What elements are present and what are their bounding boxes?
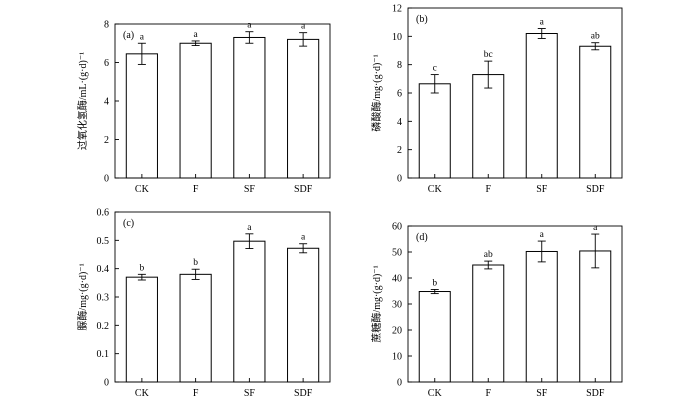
bar xyxy=(233,36,266,179)
y-tick-label: 0.5 xyxy=(97,236,110,247)
significance-letter: a xyxy=(140,32,145,42)
significance-letter: a xyxy=(247,21,252,31)
y-tick-label: 60 xyxy=(392,222,402,233)
y-tick-label: 30 xyxy=(392,300,402,311)
x-tick-label: SF xyxy=(244,388,256,399)
bar xyxy=(179,273,212,383)
chart-panel-a: 0 2 4 6 8 过氧化氢酶/mL·(g·d)⁻¹ (a) a CK a Fa SF a SDF xyxy=(76,20,331,195)
x-tick-label: F xyxy=(193,184,199,195)
y-tick-label: 40 xyxy=(392,274,402,285)
y-axis-label: 过氧化氢酶/mL·(g·d)⁻¹ xyxy=(76,52,89,150)
y-axis-label: 蔗糖酶/mg·(g·d)⁻¹ xyxy=(370,265,383,342)
bar xyxy=(472,74,505,179)
y-tick-label: 4 xyxy=(104,97,109,108)
x-tick-label: SDF xyxy=(294,184,313,195)
x-tick-label: SF xyxy=(536,184,548,195)
y-tick-label: 0.3 xyxy=(97,293,110,304)
significance-letter: c xyxy=(433,64,437,74)
panel-label: (a) xyxy=(123,30,134,41)
y-tick-label: 50 xyxy=(392,248,402,259)
bar xyxy=(179,42,212,179)
bar xyxy=(418,83,451,179)
significance-letter: ab xyxy=(591,32,600,42)
y-tick-label: 10 xyxy=(392,352,402,363)
bar xyxy=(287,38,320,179)
bar xyxy=(525,250,558,383)
x-tick-label: CK xyxy=(428,184,443,195)
panel-label: (c) xyxy=(123,218,134,229)
x-tick-label: CK xyxy=(428,388,443,399)
significance-letter: b xyxy=(432,278,437,288)
y-tick-label: 20 xyxy=(392,326,402,337)
significance-letter: a xyxy=(194,30,199,40)
y-tick-label: 10 xyxy=(392,32,402,43)
y-tick-label: 0 xyxy=(104,174,109,185)
significance-letter: bc xyxy=(484,50,493,60)
y-tick-label: 0.6 xyxy=(97,208,110,219)
y-tick-label: 0.4 xyxy=(97,264,110,275)
significance-letter: a xyxy=(540,18,545,28)
chart-panel-c: 0 0.1 0.2 0.3 0.4 0.5 0.6 脲酶/mg·(g·d)⁻¹ (c) b CK b F… xyxy=(76,208,331,399)
significance-letter: a xyxy=(301,233,306,243)
x-tick-label: SDF xyxy=(294,388,313,399)
y-tick-label: 4 xyxy=(397,117,402,128)
bar xyxy=(418,291,451,383)
bar xyxy=(579,250,612,383)
x-tick-label: SDF xyxy=(586,184,605,195)
significance-letter: a xyxy=(540,230,545,240)
chart-panel-b: 0 2 4 6 8 10 12 磷酸酶/mg·(g·d)⁻¹ (b) c CK bc Fa SF ab SDF xyxy=(370,4,623,195)
y-tick-label: 6 xyxy=(104,58,109,69)
significance-letter: b xyxy=(193,258,198,268)
significance-letter: ab xyxy=(484,250,493,260)
x-tick-label: F xyxy=(193,388,199,399)
y-axis-label: 磷酸酶/mg·(g·d)⁻¹ xyxy=(370,54,383,131)
x-tick-label: SF xyxy=(244,184,256,195)
y-tick-label: 2 xyxy=(104,135,109,146)
x-tick-label: CK xyxy=(135,388,150,399)
y-tick-label: 0.2 xyxy=(97,321,110,332)
y-tick-label: 8 xyxy=(397,60,402,71)
x-tick-label: F xyxy=(485,388,491,399)
y-tick-label: 8 xyxy=(104,20,109,31)
chart-panel-d: 0 10 20 30 40 50 60 蔗糖酶/mg·(g·d)⁻¹ (d) b CK ab Fa SF a… xyxy=(370,222,623,399)
significance-letter: a xyxy=(301,22,306,32)
y-axis-label: 脲酶/mg·(g·d)⁻¹ xyxy=(76,263,89,330)
significance-letter: b xyxy=(140,263,145,273)
significance-letter: a xyxy=(593,223,598,233)
panel-label: (d) xyxy=(416,232,428,243)
y-tick-label: 12 xyxy=(392,4,402,15)
bar xyxy=(125,276,158,383)
x-tick-label: SF xyxy=(536,388,548,399)
bar xyxy=(472,264,505,383)
y-tick-label: 2 xyxy=(397,145,402,156)
y-tick-label: 0 xyxy=(104,378,109,389)
significance-letter: a xyxy=(247,223,252,233)
y-tick-label: 0.1 xyxy=(97,349,110,360)
y-tick-label: 6 xyxy=(397,89,402,100)
bar xyxy=(233,240,266,383)
bar xyxy=(125,53,158,179)
bar xyxy=(287,247,320,383)
y-tick-label: 0 xyxy=(397,378,402,389)
x-tick-label: F xyxy=(485,184,491,195)
bar xyxy=(525,33,558,179)
x-tick-label: SDF xyxy=(586,388,605,399)
bar xyxy=(579,45,612,179)
panel-label: (b) xyxy=(416,14,428,25)
y-tick-label: 0 xyxy=(397,174,402,185)
x-tick-label: CK xyxy=(135,184,150,195)
